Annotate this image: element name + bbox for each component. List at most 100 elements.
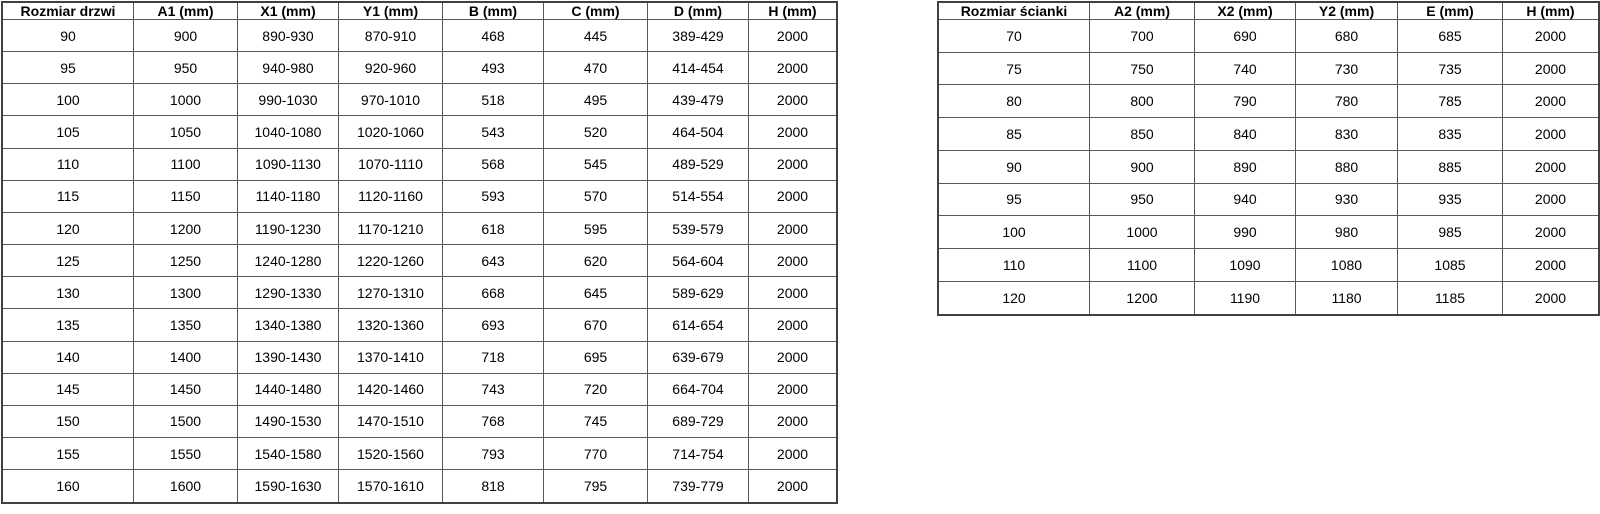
table-cell: 1540-1580	[237, 437, 339, 471]
table-cell: 850	[1089, 117, 1195, 151]
table-cell: 840	[1194, 117, 1296, 151]
table-cell: 520	[543, 115, 648, 149]
table-cell: 105	[1, 115, 134, 149]
table-row: 160 1600 1590-1630 1570-1610 818 795 739-779 20…	[1, 469, 838, 504]
column-header: Y2 (mm)	[1295, 1, 1398, 20]
table-cell: 890-930	[237, 18, 339, 53]
table-cell: 718	[442, 340, 544, 374]
table-row: 80 800 790 780 785 2000	[937, 84, 1600, 119]
column-header: X1 (mm)	[237, 1, 339, 20]
table-cell: 795	[543, 469, 648, 504]
table-row: 110 1100 1090-1130 1070-1110 568 545 489-529 20…	[1, 147, 838, 181]
table-cell: 1090	[1194, 248, 1296, 282]
table-cell: 414-454	[647, 51, 749, 85]
table-cell: 714-754	[647, 437, 749, 471]
table-cell: 593	[442, 179, 544, 213]
table-cell: 1000	[133, 83, 238, 117]
table-cell: 539-579	[647, 211, 749, 246]
table-cell: 2000	[1502, 215, 1600, 250]
table-cell: 1220-1260	[338, 244, 443, 278]
table-cell: 1120-1160	[338, 179, 443, 213]
table-cell: 900	[1089, 149, 1195, 184]
table-row: 100 1000 990 980 985 2000	[937, 215, 1600, 250]
table-cell: 1270-1310	[338, 276, 443, 310]
table-cell: 870-910	[338, 18, 443, 53]
table-cell: 493	[442, 51, 544, 85]
table-cell: 695	[543, 340, 648, 374]
table-cell: 543	[442, 115, 544, 149]
table-cell: 2000	[748, 469, 838, 504]
table-row: 140 1400 1390-1430 1370-1410 718 695 639-679 20…	[1, 340, 838, 374]
table-cell: 2000	[748, 115, 838, 149]
table-cell: 785	[1397, 84, 1503, 119]
table-cell: 2000	[748, 372, 838, 406]
table-cell: 740	[1194, 51, 1296, 86]
column-header: X2 (mm)	[1194, 1, 1296, 20]
table-cell: 1100	[133, 147, 238, 181]
table-cell: 90	[937, 149, 1090, 184]
table-cell: 70	[937, 19, 1090, 53]
table-row: 115 1150 1140-1180 1120-1160 593 570 514-554 20…	[1, 179, 838, 213]
column-header: A2 (mm)	[1089, 1, 1195, 20]
table-cell: 2000	[1502, 51, 1600, 86]
table-cell: 145	[1, 372, 134, 406]
table-cell: 700	[1089, 19, 1195, 53]
table-cell: 1500	[133, 404, 238, 439]
table-cell: 668	[442, 276, 544, 310]
table-cell: 1000	[1089, 215, 1195, 250]
column-header: B (mm)	[442, 1, 544, 20]
table-cell: 1350	[133, 308, 238, 342]
table-cell: 489-529	[647, 147, 749, 181]
table-cell: 1550	[133, 437, 238, 471]
table-cell: 1300	[133, 276, 238, 310]
table-row: 110 1100 1090 1080 1085 2000	[937, 248, 1600, 282]
table-cell: 639-679	[647, 340, 749, 374]
table-row: 85 850 840 830 835 2000	[937, 117, 1600, 151]
table-cell: 595	[543, 211, 648, 246]
table-cell: 2000	[748, 83, 838, 117]
table-cell: 2000	[748, 308, 838, 342]
table-cell: 110	[937, 248, 1090, 282]
table-cell: 1170-1210	[338, 211, 443, 246]
table-cell: 780	[1295, 84, 1398, 119]
table-cell: 135	[1, 308, 134, 342]
table-cell: 800	[1089, 84, 1195, 119]
table-cell: 1180	[1295, 280, 1398, 316]
table-cell: 470	[543, 51, 648, 85]
table-cell: 2000	[1502, 280, 1600, 316]
table-cell: 940-980	[237, 51, 339, 85]
table-row: 90 900 890 880 885 2000	[937, 149, 1600, 184]
table-cell: 1440-1480	[237, 372, 339, 406]
table-row: 90 900 890-930 870-910 468 445 389-429 2000	[1, 18, 838, 53]
column-header: Rozmiar drzwi	[1, 1, 134, 20]
table-cell: 1050	[133, 115, 238, 149]
table-cell: 2000	[748, 51, 838, 85]
table-cell: 1490-1530	[237, 404, 339, 439]
table-cell: 970-1010	[338, 83, 443, 117]
column-header: E (mm)	[1397, 1, 1503, 20]
wall-size-table: Rozmiar ścianki A2 (mm) X2 (mm) Y2 (mm) E (m…	[937, 1, 1600, 316]
table-cell: 680	[1295, 19, 1398, 53]
table-row: 75 750 740 730 735 2000	[937, 51, 1600, 86]
table-cell: 793	[442, 437, 544, 471]
table-cell: 1390-1430	[237, 340, 339, 374]
table-cell: 1400	[133, 340, 238, 374]
table-cell: 2000	[748, 340, 838, 374]
table-row: 155 1550 1540-1580 1520-1560 793 770 714-754 20…	[1, 437, 838, 471]
table-cell: 1290-1330	[237, 276, 339, 310]
table-cell: 1200	[133, 211, 238, 246]
table-cell: 514-554	[647, 179, 749, 213]
table-cell: 1085	[1397, 248, 1503, 282]
table-cell: 115	[1, 179, 134, 213]
table-cell: 890	[1194, 149, 1296, 184]
table-cell: 1200	[1089, 280, 1195, 316]
table-cell: 1020-1060	[338, 115, 443, 149]
table-cell: 920-960	[338, 51, 443, 85]
table-cell: 768	[442, 404, 544, 439]
table-cell: 75	[937, 51, 1090, 86]
table-cell: 2000	[748, 211, 838, 246]
table-cell: 1070-1110	[338, 147, 443, 181]
table-cell: 835	[1397, 117, 1503, 151]
table-cell: 685	[1397, 19, 1503, 53]
table-cell: 1450	[133, 372, 238, 406]
